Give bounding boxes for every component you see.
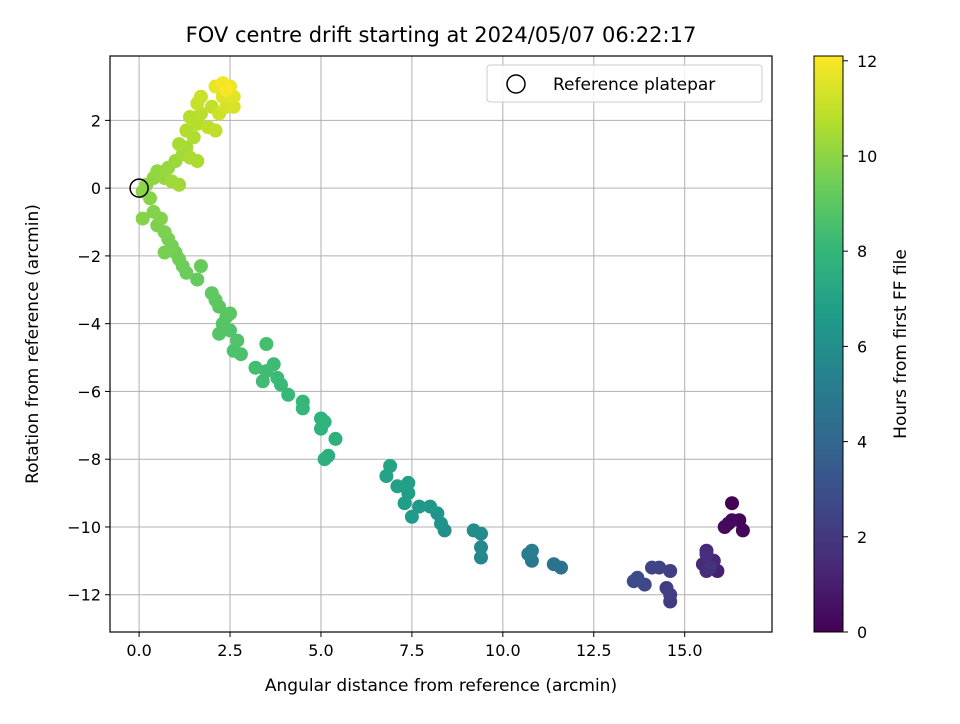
- data-point: [524, 543, 539, 558]
- data-point: [190, 272, 205, 287]
- data-point: [183, 110, 197, 124]
- x-axis-label: Angular distance from reference (arcmin): [265, 676, 617, 696]
- grid-lines: [110, 56, 772, 632]
- data-point: [630, 570, 645, 585]
- data-point: [270, 370, 285, 385]
- data-point: [172, 177, 187, 192]
- data-point: [328, 431, 343, 446]
- data-point: [204, 286, 219, 301]
- colorbar-tick-label: 4: [857, 433, 867, 452]
- data-points: [135, 76, 750, 609]
- data-point: [401, 486, 416, 501]
- y-tick-label: 0: [91, 179, 101, 198]
- colorbar-tick-label: 2: [857, 528, 867, 547]
- chart-title: FOV centre drift starting at 2024/05/07 …: [186, 23, 697, 47]
- data-point: [248, 360, 263, 375]
- legend-label-reference-platepar: Reference platepar: [553, 75, 715, 95]
- data-point: [703, 560, 718, 575]
- x-tick-label: 12.5: [576, 641, 612, 660]
- y-tick-label: −6: [77, 382, 101, 401]
- x-axis-ticks: 0.0 2.5 5.0 7.5 10.0 12.5 15.0: [126, 632, 703, 660]
- data-point: [699, 547, 714, 562]
- data-point: [390, 479, 405, 494]
- y-tick-label: 2: [91, 111, 101, 130]
- y-tick-label: −2: [77, 247, 101, 266]
- legend-box: [486, 64, 763, 103]
- data-point: [659, 581, 674, 595]
- data-point: [146, 204, 161, 219]
- data-point: [259, 337, 274, 351]
- data-point: [193, 89, 208, 104]
- data-point: [172, 137, 187, 152]
- data-point: [474, 540, 488, 555]
- colorbar: [813, 55, 844, 633]
- data-point: [295, 394, 310, 409]
- data-point: [412, 499, 427, 514]
- y-tick-label: −12: [67, 586, 101, 605]
- colorbar-ticks: 0 2 4 6 8 10 12: [843, 52, 877, 642]
- colorbar-tick-label: 12: [857, 52, 877, 71]
- data-point: [208, 123, 223, 138]
- data-point: [212, 326, 227, 341]
- data-point: [226, 99, 241, 114]
- data-point: [717, 520, 732, 534]
- reference-point-marker: [129, 178, 149, 198]
- legend: Reference platepar: [486, 64, 763, 103]
- x-tick-label: 5.0: [308, 641, 333, 660]
- plot-frame: [109, 55, 773, 633]
- x-tick-label: 2.5: [217, 641, 242, 660]
- x-tick-label: 15.0: [667, 641, 703, 660]
- data-point: [383, 459, 398, 473]
- y-tick-label: −8: [77, 450, 101, 469]
- colorbar-tick-label: 10: [857, 147, 877, 166]
- data-point: [474, 550, 488, 565]
- data-point: [317, 452, 332, 467]
- data-point: [135, 211, 150, 226]
- data-point: [317, 414, 332, 429]
- x-tick-label: 10.0: [485, 641, 521, 660]
- data-point: [546, 557, 561, 572]
- y-axis-label: Rotation from reference (arcmin): [23, 204, 43, 484]
- x-tick-label: 7.5: [399, 641, 424, 660]
- y-tick-label: −10: [67, 518, 101, 537]
- data-point: [735, 523, 750, 538]
- data-point: [190, 154, 205, 168]
- data-point: [255, 374, 270, 389]
- colorbar-label: Hours from first FF file: [891, 249, 911, 439]
- y-tick-label: −4: [77, 315, 101, 334]
- data-point: [423, 499, 438, 514]
- data-point: [230, 333, 245, 348]
- data-point: [223, 306, 237, 321]
- data-point: [466, 523, 481, 538]
- data-point: [157, 245, 172, 260]
- colorbar-tick-label: 6: [857, 337, 867, 356]
- data-point: [404, 509, 419, 524]
- data-point: [193, 259, 208, 274]
- data-point: [281, 387, 296, 402]
- data-point: [401, 475, 416, 490]
- y-axis-ticks: 2 0 −2 −4 −6 −8 −10 −12: [67, 111, 110, 605]
- legend-open-circle-icon: [506, 74, 526, 94]
- data-point: [219, 82, 234, 97]
- data-point: [645, 560, 659, 575]
- data-point: [179, 123, 194, 138]
- x-tick-label: 0.0: [126, 641, 151, 660]
- colorbar-tick-label: 8: [857, 242, 867, 261]
- colorbar-tick-label: 0: [857, 623, 867, 642]
- data-point: [725, 496, 739, 511]
- data-point: [663, 564, 678, 578]
